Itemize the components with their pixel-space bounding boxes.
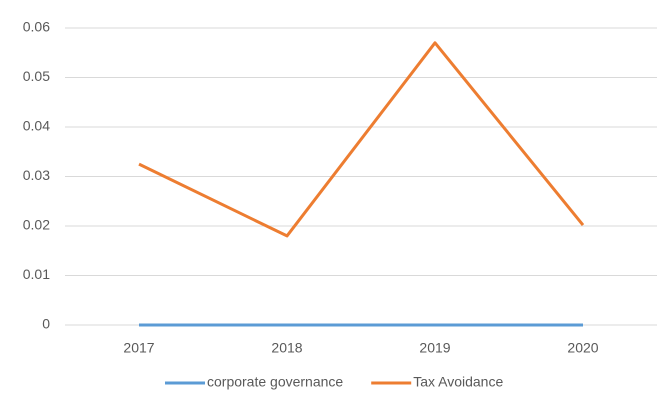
y-tick-label: 0.02 [23, 217, 50, 233]
y-tick-label: 0.01 [23, 266, 50, 282]
y-tick-label: 0 [42, 316, 50, 332]
x-tick-label: 2017 [123, 340, 154, 356]
y-tick-label: 0.05 [23, 68, 50, 84]
y-tick-label: 0.04 [23, 118, 50, 134]
chart: 0 0.01 0.02 0.03 0.04 0.05 0.06 2017 2018 2019 202… [0, 0, 659, 406]
legend-label: Tax Avoidance [413, 374, 503, 390]
legend-label: corporate governance [207, 374, 343, 390]
y-tick-label: 0.06 [23, 19, 50, 35]
x-tick-label: 2020 [567, 340, 598, 356]
y-tick-label: 0.03 [23, 167, 50, 183]
x-tick-label: 2018 [271, 340, 302, 356]
page: 0 0.01 0.02 0.03 0.04 0.05 0.06 2017 2018 2019 202… [0, 0, 659, 406]
x-tick-label: 2019 [419, 340, 450, 356]
background [0, 0, 659, 406]
